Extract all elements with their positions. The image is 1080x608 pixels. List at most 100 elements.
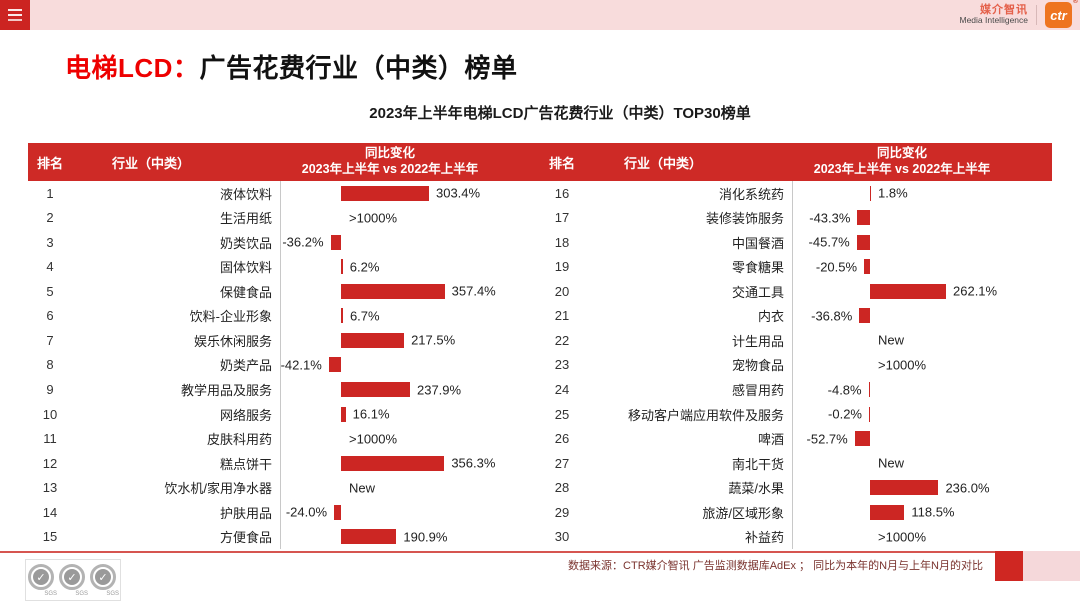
header-change-line2: 2023年上半年 vs 2022年上半年 [301,162,479,176]
data-source-note: 数据来源：CTR媒介智讯 广告监测数据库AdEx ； 同比为本年的N月与上年N月… [568,560,983,572]
change-bar-cell: >1000% [280,426,540,451]
change-value: 118.5% [911,504,955,520]
header-change-line1: 同比变化 [876,146,927,161]
rank-value: 20 [554,283,570,299]
rank-value: 25 [554,406,570,422]
change-bar-cell: 262.1% [792,279,1052,304]
change-bar [854,431,870,447]
rank-value: 26 [554,431,570,447]
rows-right: 16 消化系统药 1.8% 17 装修装饰服务 -43.3% 18 中国餐酒 -45.7% 19 零… [540,181,1052,549]
table-row: 12 糕点饼干 356.3% [28,450,540,476]
axis-line [792,230,793,255]
header-change-line2: 2023年上半年 vs 2022年上半年 [813,162,991,176]
change-bar-cell: 357.4% [280,279,540,304]
change-bar [868,382,870,398]
table-row: 13 饮水机/家用净水器 New [28,475,540,500]
brand-name-en: Media Intelligence [959,15,1028,26]
industry-name: 网络服务 [219,407,272,423]
axis-line [792,377,793,402]
header-rank: 排名 [36,155,63,171]
change-bar [334,504,341,520]
header-change: 同比变化 2023年上半年 vs 2022年上半年 [280,143,540,181]
change-bar [870,480,939,496]
change-value: -36.2% [282,234,324,250]
change-value: -4.8% [827,382,862,398]
rank-value: 4 [46,259,54,275]
table-row: 17 装修装饰服务 -43.3% [540,205,1052,231]
change-value: 237.9% [416,382,462,398]
change-value: -36.8% [811,308,853,324]
table-row: 9 教学用品及服务 237.9% [28,377,540,402]
rows-left: 1 液体饮料 303.4% 2 生活用纸 >1000% 3 奶类饮品 -36.2% 4 固体饮料 6.… [28,181,540,549]
industry-name: 娱乐休闲服务 [193,333,272,349]
change-value: >1000% [349,431,398,447]
change-bar-cell: New [792,450,1052,476]
change-value: 190.9% [403,529,448,545]
industry-name: 消化系统药 [718,186,784,202]
axis-line [280,328,281,353]
change-bar-cell: -52.7% [792,426,1052,451]
rank-value: 19 [554,259,570,275]
industry-name: 糕点饼干 [219,456,272,472]
change-bar-cell: 16.1% [280,401,540,427]
table-row: 3 奶类饮品 -36.2% [28,230,540,255]
industry-name: 奶类饮品 [219,235,272,251]
table-row: 19 零食糖果 -20.5% [540,254,1052,280]
header-rank: 排名 [548,155,575,171]
change-value: New [878,332,905,348]
rank-value: 2 [46,210,54,226]
industry-name: 皮肤科用药 [206,432,272,448]
change-value: 357.4% [451,283,496,299]
axis-line [792,524,793,549]
rank-value: 10 [42,406,58,422]
change-value: -43.3% [809,210,851,226]
axis-line [792,279,793,304]
change-bar-cell: New [280,475,540,500]
axis-line [792,401,793,427]
rank-value: 28 [554,480,570,496]
decoration-pink-rect [1023,551,1080,581]
bottom-divider-line [0,551,1080,553]
change-bar-cell: >1000% [792,352,1052,378]
change-bar [341,455,445,471]
change-bar [341,382,410,398]
industry-name: 啤酒 [757,432,784,448]
rank-value: 13 [42,480,58,496]
change-bar-cell: 356.3% [280,450,540,476]
industry-name: 交通工具 [731,284,784,300]
industry-name: 生活用纸 [219,211,272,227]
menu-button[interactable] [0,0,30,30]
change-bar [870,283,946,299]
change-value: 16.1% [352,406,390,422]
hamburger-icon [8,14,22,16]
industry-name: 宠物食品 [731,358,784,374]
change-bar [341,283,445,299]
table-row: 1 液体饮料 303.4% [28,181,540,206]
change-value: -45.7% [808,234,850,250]
industry-name: 饮水机/家用净水器 [164,481,272,497]
change-bar-cell: 1.8% [792,181,1052,206]
rank-value: 27 [554,455,570,471]
change-bar-cell: -0.2% [792,401,1052,427]
axis-line [280,524,281,549]
industry-name: 奶类产品 [219,358,272,374]
rank-value: 18 [554,234,570,250]
change-value: 6.7% [349,308,380,324]
rank-value: 12 [42,455,58,471]
sgs-certification-logos: ✓ SGS ✓ SGS ✓ SGS [25,559,121,601]
change-value: 262.1% [953,283,998,299]
industry-name: 固体饮料 [219,260,272,276]
header-change: 同比变化 2023年上半年 vs 2022年上半年 [792,143,1052,181]
table-row: 11 皮肤科用药 >1000% [28,426,540,451]
change-bar-cell: -42.1% [280,352,540,378]
axis-line [280,475,281,500]
table-row: 5 保健食品 357.4% [28,279,540,304]
table-row: 28 蔬菜/水果 236.0% [540,475,1052,500]
industry-name: 南北干货 [731,456,784,472]
industry-name: 旅游/区域形象 [702,505,784,521]
brand-logo: 媒介智讯 Media Intelligence ctr ® [959,0,1080,28]
change-value: >1000% [878,529,927,545]
industry-name: 装修装饰服务 [705,211,784,227]
table-row: 24 感冒用药 -4.8% [540,377,1052,402]
rank-value: 22 [554,332,570,348]
